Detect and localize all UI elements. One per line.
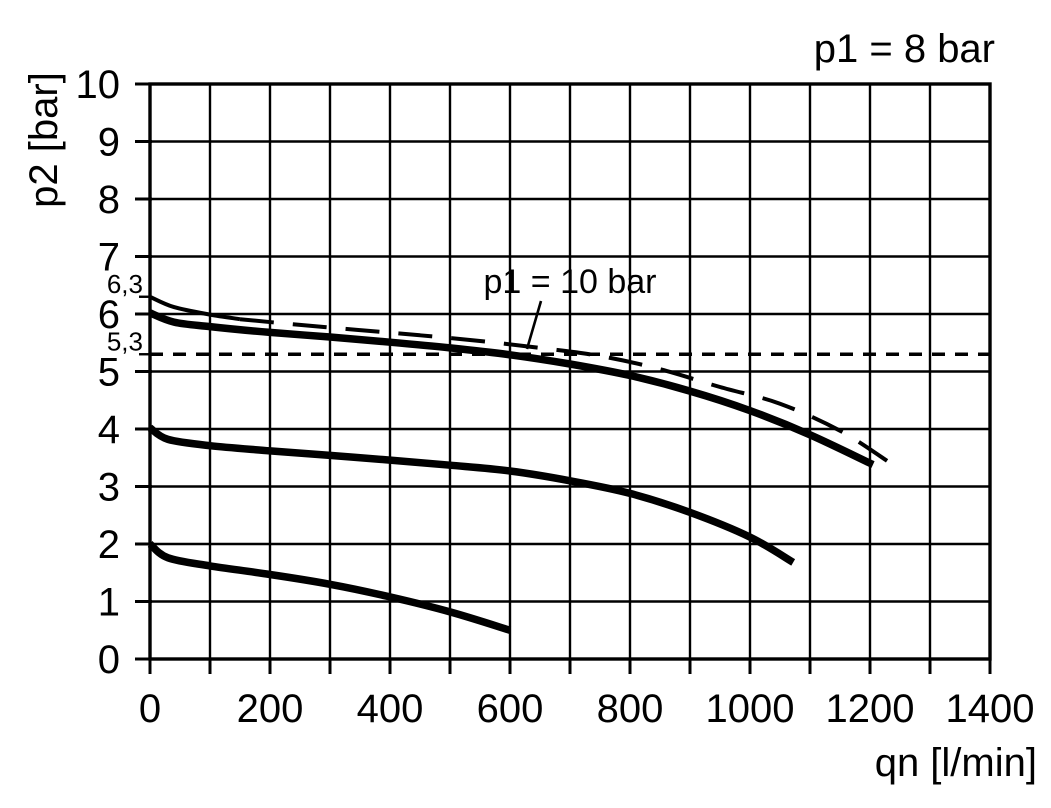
axis-ticks <box>135 82 992 674</box>
y-tick-label: 5 <box>98 351 120 395</box>
x-tick-label: 1400 <box>946 687 1035 731</box>
curves <box>147 294 990 634</box>
y-tick-label: 3 <box>98 466 120 510</box>
y-extra-label: 5,3 <box>107 326 143 356</box>
x-tick-label: 600 <box>477 687 544 731</box>
x-tick-label: 800 <box>597 687 664 731</box>
y-tick-label: 4 <box>98 408 120 452</box>
x-axis-title: qn [l/min] <box>875 741 1037 785</box>
y-tick-label: 9 <box>98 121 120 165</box>
y-tick-label: 8 <box>98 178 120 222</box>
y-tick-label: 6 <box>98 293 120 337</box>
x-tick-label: 200 <box>237 687 304 731</box>
curve-p1-8-bar-upper <box>148 309 875 468</box>
y-tick-label: 1 <box>98 581 120 625</box>
y-tick-label: 7 <box>98 236 120 280</box>
y-tick-label: 10 <box>76 63 121 107</box>
y-extra-label: 6,3 <box>107 269 143 299</box>
y-axis-title: p2 [bar] <box>22 72 66 208</box>
x-tick-label: 0 <box>139 687 161 731</box>
curve-lower-curve <box>147 541 512 634</box>
y-tick-label: 2 <box>98 523 120 567</box>
x-tick-label: 1200 <box>826 687 915 731</box>
tick-labels: 0 200 400 600 800 1000 1200 1400 0 1 2 3 4 5 6 7 8 9 10 6,3… <box>76 63 1035 731</box>
curve-p1-10-bar-solid-start <box>149 294 241 322</box>
corner-label-p1-8-bar: p1 = 8 bar <box>814 27 995 71</box>
curve-p1-10-bar <box>239 317 893 466</box>
annotation-label: p1 = 10 bar <box>484 263 657 301</box>
curve-middle-curve <box>147 424 796 566</box>
annotation-leader-line <box>525 300 543 350</box>
x-tick-label: 400 <box>357 687 424 731</box>
x-tick-label: 1000 <box>706 687 795 731</box>
y-tick-label: 0 <box>98 638 120 682</box>
annotation-p1-10-bar: p1 = 10 bar <box>484 263 657 350</box>
